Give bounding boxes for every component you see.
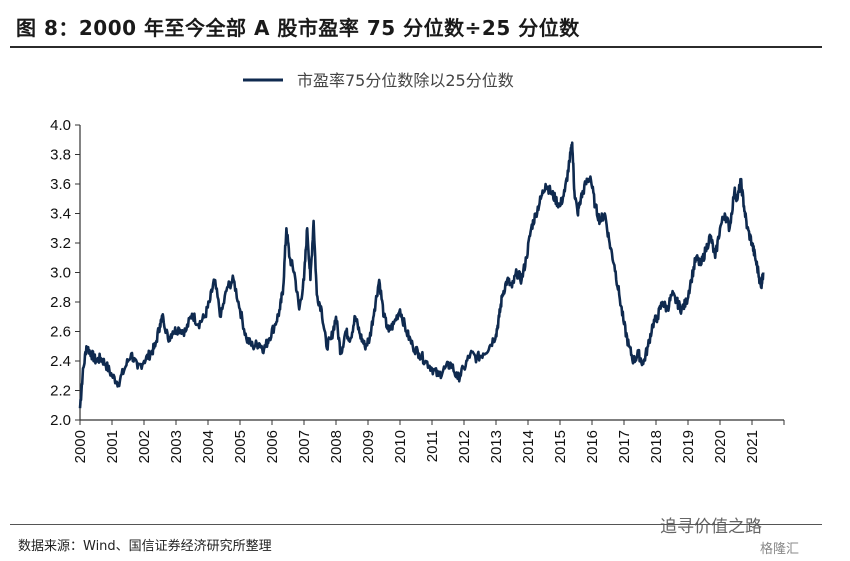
series-line [78,141,765,409]
x-tick-label: 2004 [200,430,217,463]
x-tick-label: 2020 [712,430,729,463]
watermark-brand: 格隆汇 [760,542,800,557]
x-tick-label: 2001 [104,430,121,463]
chart-title: 图 8：2000 年至今全部 A 股市盈率 75 分位数÷25 分位数 [16,16,580,40]
x-tick-label: 2007 [296,430,313,463]
x-tick-label: 2010 [392,430,409,463]
legend-label: 市盈率75分位数除以25分位数 [297,71,514,90]
y-tick-label: 4.0 [50,117,71,134]
x-tick-label: 2021 [744,430,761,463]
footer-rule [10,524,822,525]
x-tick-label: 2003 [168,430,185,463]
y-tick-label: 3.6 [50,176,71,193]
y-tick-label: 2.6 [50,324,71,341]
y-tick-label: 3.2 [50,235,71,252]
y-tick-label: 2.8 [50,294,71,311]
title-rule [10,46,822,48]
x-tick-label: 2009 [360,430,377,463]
source-note: 数据来源：Wind、国信证券经济研究所整理 [18,539,272,554]
x-tick-label: 2002 [136,430,153,463]
x-tick-label: 2011 [424,430,441,462]
y-tick-label: 2.2 [50,383,71,400]
x-tick-label: 2012 [456,430,473,463]
x-tick-label: 2015 [552,430,569,463]
y-tick-label: 2.0 [50,412,71,429]
legend: 市盈率75分位数除以25分位数 [243,71,514,90]
x-tick-label: 2017 [616,430,633,463]
x-tick-labels: 2000 2001 2002 2003 2004 2005 2006 2007 2008 2009… [72,430,761,463]
y-tick-label: 3.0 [50,265,71,282]
watermark-text: 追寻价值之路 [660,517,762,537]
x-tick-label: 2013 [488,430,505,463]
y-tick-label: 3.4 [50,206,71,223]
axes [75,124,785,425]
x-tick-label: 2014 [520,430,537,463]
x-tick-label: 2019 [680,430,697,463]
y-tick-labels: 2.0 2.2 2.4 2.6 2.8 3.0 3.2 3.4 3.6 3.8 4.0 [50,117,71,429]
x-tick-label: 2005 [232,430,249,463]
y-tick-label: 2.4 [50,353,71,370]
x-tick-label: 2008 [328,430,345,463]
x-tick-label: 2016 [584,430,601,463]
x-tick-label: 2018 [648,430,665,463]
x-tick-label: 2000 [72,430,89,463]
x-tick-label: 2006 [264,430,281,463]
y-tick-label: 3.8 [50,147,71,164]
